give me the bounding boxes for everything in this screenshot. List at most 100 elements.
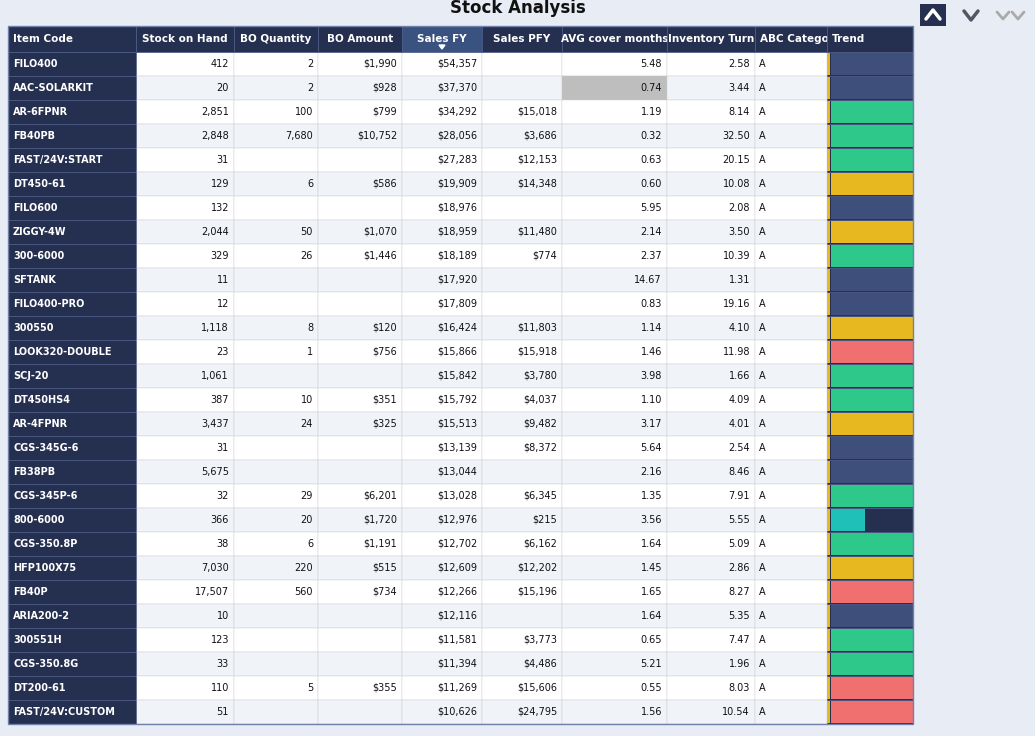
Text: 123: 123 [210, 635, 229, 645]
Text: 20: 20 [216, 83, 229, 93]
Bar [827, 485, 830, 507]
Bar [136, 580, 234, 604]
Bar [667, 244, 755, 268]
Bar [827, 628, 913, 652]
Bar [234, 508, 318, 532]
Bar [667, 220, 755, 244]
Bar [667, 364, 755, 388]
Text: 0.55: 0.55 [641, 683, 662, 693]
Bar [234, 460, 318, 484]
Text: $6,201: $6,201 [363, 491, 397, 501]
Text: A: A [759, 659, 766, 669]
Bar [318, 148, 402, 172]
Bar [136, 700, 234, 724]
Text: 6: 6 [306, 179, 313, 189]
Text: $27,283: $27,283 [437, 155, 477, 165]
Bar [667, 196, 755, 220]
Bar [831, 389, 913, 411]
Bar [8, 508, 136, 532]
Text: 387: 387 [210, 395, 229, 405]
Bar [234, 244, 318, 268]
Bar [827, 245, 830, 267]
Bar [136, 340, 234, 364]
Text: $18,959: $18,959 [437, 227, 477, 237]
Text: 32: 32 [216, 491, 229, 501]
Bar [402, 388, 482, 412]
Bar [562, 316, 667, 340]
Bar [8, 100, 136, 124]
Bar [562, 412, 667, 436]
Bar [831, 701, 913, 723]
Bar [136, 556, 234, 580]
Bar [234, 436, 318, 460]
Text: BO Quantity: BO Quantity [240, 34, 312, 44]
Bar [755, 652, 827, 676]
Bar [318, 220, 402, 244]
Text: 23: 23 [216, 347, 229, 357]
Bar [755, 26, 827, 52]
Bar [827, 100, 913, 124]
Bar [831, 413, 913, 435]
Text: 8: 8 [306, 323, 313, 333]
Bar [831, 221, 913, 243]
Text: 1,118: 1,118 [202, 323, 229, 333]
Bar [831, 173, 913, 195]
Text: 3.17: 3.17 [641, 419, 662, 429]
Bar [318, 196, 402, 220]
Text: $18,189: $18,189 [437, 251, 477, 261]
Text: 5: 5 [306, 683, 313, 693]
Text: $11,480: $11,480 [518, 227, 557, 237]
Bar [831, 509, 865, 531]
Bar [136, 460, 234, 484]
Bar [234, 604, 318, 628]
Bar [827, 52, 913, 76]
Bar [755, 604, 827, 628]
Bar [482, 196, 562, 220]
Text: 0.60: 0.60 [641, 179, 662, 189]
Text: $586: $586 [373, 179, 397, 189]
Bar [827, 388, 913, 412]
Text: $4,037: $4,037 [523, 395, 557, 405]
Text: CGS-345P-6: CGS-345P-6 [13, 491, 78, 501]
Bar [318, 460, 402, 484]
Text: $28,056: $28,056 [437, 131, 477, 141]
Text: 1.64: 1.64 [641, 611, 662, 621]
Bar [234, 484, 318, 508]
Bar [831, 53, 913, 75]
Bar [562, 340, 667, 364]
Bar [136, 292, 234, 316]
Bar [827, 605, 830, 627]
Text: $17,920: $17,920 [437, 275, 477, 285]
Text: FAST/24V:START: FAST/24V:START [13, 155, 102, 165]
Text: 11.98: 11.98 [722, 347, 750, 357]
Bar [136, 148, 234, 172]
Bar [667, 436, 755, 460]
Bar [831, 149, 913, 171]
Bar [667, 268, 755, 292]
Bar [827, 676, 913, 700]
Bar [667, 316, 755, 340]
Text: 1.46: 1.46 [641, 347, 662, 357]
Bar [8, 604, 136, 628]
Text: 33: 33 [216, 659, 229, 669]
Bar [8, 580, 136, 604]
Text: A: A [759, 227, 766, 237]
Bar [482, 292, 562, 316]
Bar [482, 388, 562, 412]
Bar [8, 460, 136, 484]
Bar [562, 172, 667, 196]
Text: 560: 560 [295, 587, 313, 597]
Bar [827, 220, 913, 244]
Text: 220: 220 [294, 563, 313, 573]
Text: A: A [759, 683, 766, 693]
Bar [234, 700, 318, 724]
Bar [920, 4, 946, 26]
Text: 20: 20 [300, 515, 313, 525]
Text: 1.14: 1.14 [641, 323, 662, 333]
Text: 1.31: 1.31 [729, 275, 750, 285]
Text: 12: 12 [216, 299, 229, 309]
Text: A: A [759, 203, 766, 213]
Text: DT450-61: DT450-61 [13, 179, 65, 189]
Text: $13,028: $13,028 [437, 491, 477, 501]
Bar [136, 316, 234, 340]
